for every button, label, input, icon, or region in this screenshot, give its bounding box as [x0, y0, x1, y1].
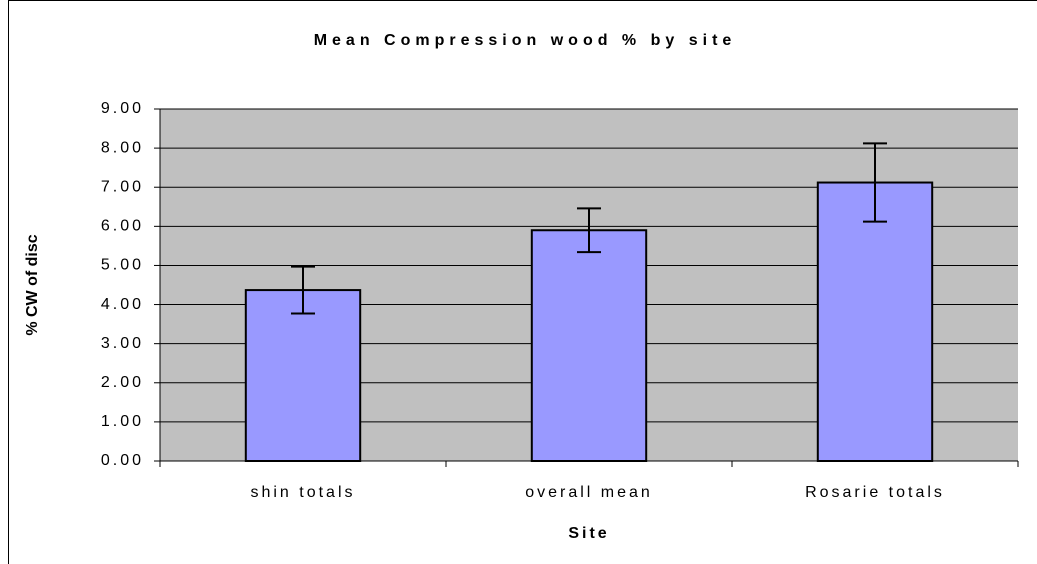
y-tick-label: 0.00 — [101, 452, 144, 469]
bar — [244, 289, 362, 462]
x-tick-label: overall mean — [525, 484, 653, 501]
y-tick-label: 4.00 — [101, 296, 144, 313]
y-tick-label: 9.00 — [101, 100, 144, 117]
y-tick-label: 7.00 — [101, 178, 144, 195]
chart-title: Mean Compression wood % by site — [314, 32, 737, 49]
x-axis-label: Site — [568, 525, 609, 542]
y-tick-label: 6.00 — [101, 218, 144, 235]
y-tick-label: 1.00 — [101, 413, 144, 430]
bar — [816, 181, 934, 462]
y-tick-label: 3.00 — [101, 335, 144, 352]
x-tick-label: shin totals — [250, 484, 355, 501]
y-tick-label: 8.00 — [101, 139, 144, 156]
y-tick-label: 2.00 — [101, 374, 144, 391]
y-tick-label: 5.00 — [101, 257, 144, 274]
bar — [530, 229, 648, 462]
x-tick-label: Rosarie totals — [805, 484, 945, 501]
y-axis-label: % CW of disc — [24, 234, 41, 335]
